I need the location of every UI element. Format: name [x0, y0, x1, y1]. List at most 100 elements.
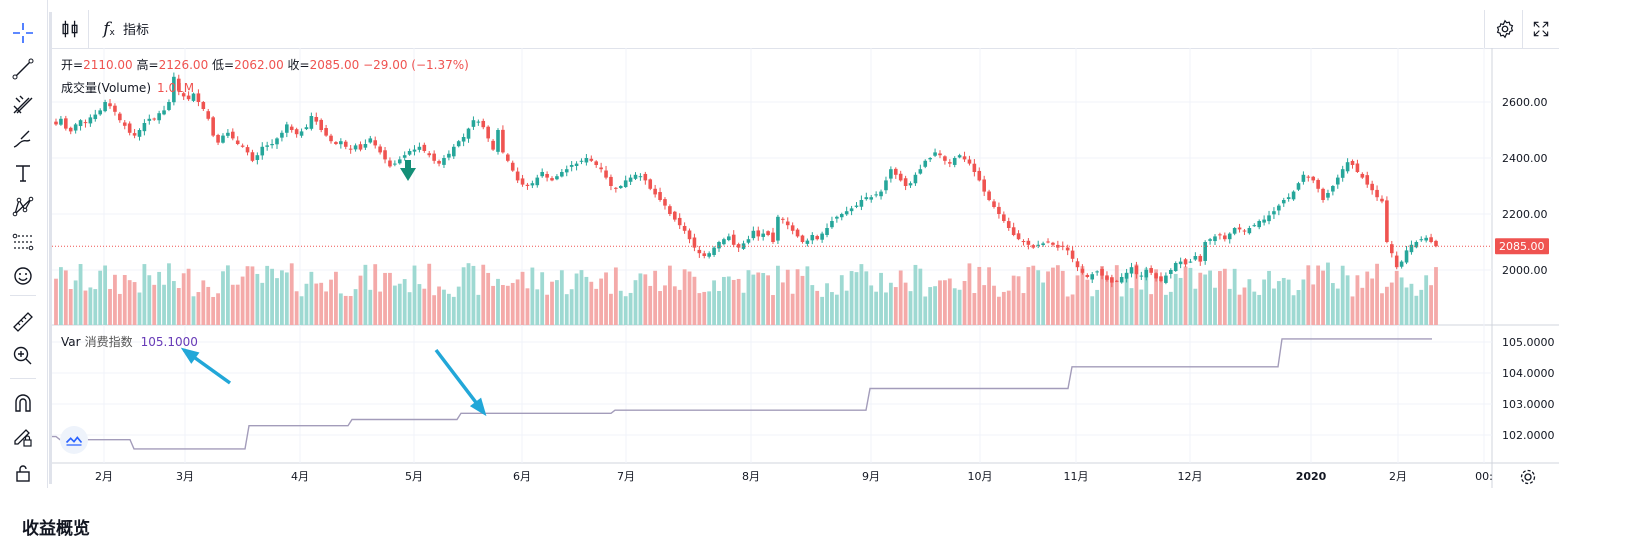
candle-body — [1218, 234, 1222, 236]
volume-bar — [810, 285, 815, 325]
volume-bar — [1109, 277, 1114, 325]
volume-bar — [186, 268, 191, 325]
volume-bar — [1257, 294, 1262, 325]
chart-canvas[interactable]: 2600.00 2400.00 2200.00 2000.00 105.0000 104.… — [52, 48, 1559, 488]
volume-bar — [604, 272, 608, 325]
candle-body — [790, 225, 795, 231]
toolbar-resize-handle[interactable] — [49, 12, 52, 484]
candle-body — [982, 179, 986, 192]
volume-bar — [383, 272, 387, 325]
candle-body — [348, 148, 353, 150]
volume-bar — [1330, 283, 1335, 325]
volume-bar — [594, 288, 599, 325]
candle-body — [869, 197, 874, 200]
unlock-icon[interactable] — [8, 458, 38, 488]
volume-bar — [992, 285, 996, 325]
candle-body — [864, 197, 869, 200]
volume-bar — [1316, 265, 1321, 325]
crosshair-icon[interactable] — [8, 18, 38, 48]
chart-logo-icon[interactable] — [60, 426, 88, 454]
volume-legend[interactable]: 成交量(Volume) 1.01M — [61, 79, 194, 96]
candle-body — [1164, 275, 1168, 283]
fib-icon[interactable] — [8, 227, 38, 257]
candle-body — [1060, 245, 1065, 247]
var-legend[interactable]: Var 消费指数 105.1000 — [61, 333, 198, 350]
volume-bar — [1168, 291, 1173, 325]
candle-body — [820, 233, 824, 240]
volume-bar — [299, 296, 304, 325]
candle-body — [412, 149, 417, 152]
pattern-icon[interactable] — [8, 192, 38, 222]
volume-bar — [1384, 286, 1389, 325]
volume-bar — [1100, 266, 1104, 325]
axes: 2600.00 2400.00 2200.00 2000.00 105.0000 104.… — [52, 96, 1555, 485]
volume-bar — [574, 273, 579, 325]
volume-bar — [1237, 294, 1242, 325]
volume-bar — [967, 263, 972, 325]
volume-bar — [466, 263, 471, 325]
volume-name: 成交量(Volume) — [61, 81, 151, 95]
settings-icon[interactable] — [1492, 16, 1518, 42]
volume-bar — [555, 280, 559, 325]
toolbar-divider — [10, 378, 36, 379]
volume-bar — [1090, 296, 1095, 325]
candle-body — [663, 199, 667, 206]
candle-body — [181, 93, 186, 97]
candle-body — [329, 135, 333, 142]
volume-bar — [392, 285, 397, 325]
indicators-button[interactable]: 指标 — [123, 23, 150, 38]
volume-bar — [923, 296, 928, 325]
candle-body — [692, 237, 697, 248]
magnet-icon[interactable] — [8, 388, 38, 418]
zoom-in-icon[interactable] — [8, 341, 38, 371]
volume-bar — [1159, 281, 1163, 325]
candle-body — [1144, 270, 1149, 278]
candle-body — [1301, 174, 1306, 182]
volume-bar — [216, 293, 220, 325]
fullscreen-icon[interactable] — [1528, 16, 1554, 42]
axis-settings-icon[interactable] — [1520, 469, 1536, 485]
volume-bar — [805, 266, 810, 325]
candle-body — [240, 145, 245, 147]
text-icon[interactable] — [8, 158, 38, 188]
volume-bar — [1051, 267, 1055, 325]
candles-icon[interactable] — [57, 16, 83, 42]
volume-bar — [844, 290, 849, 325]
volume-bar — [1276, 281, 1281, 325]
volume-bar — [1080, 266, 1085, 325]
candle-body — [1267, 215, 1271, 222]
volume-bar — [1311, 284, 1316, 325]
candle-body — [1291, 191, 1296, 200]
volume-bar — [1419, 289, 1424, 325]
gear-ring — [1520, 469, 1536, 485]
brush-icon[interactable] — [8, 124, 38, 154]
candle-body — [285, 124, 289, 133]
candle-body — [1178, 261, 1183, 265]
lock-pencil-icon[interactable] — [8, 422, 38, 452]
var-name: Var — [61, 335, 81, 349]
volume-bar — [1272, 288, 1276, 325]
pitchfork-icon[interactable] — [8, 89, 38, 119]
volume-bar — [830, 292, 834, 325]
trendline-icon[interactable] — [8, 54, 38, 84]
emoji-icon[interactable] — [8, 261, 38, 291]
candle-body — [103, 102, 107, 112]
time-tick-label: 2月 — [95, 470, 113, 483]
candle-body — [1065, 247, 1070, 251]
volume-bar — [98, 270, 103, 325]
candle-body — [761, 233, 765, 237]
volume-bar — [849, 271, 854, 325]
volume-bar — [751, 274, 756, 325]
candle-body — [59, 118, 63, 125]
volume-bar — [761, 273, 766, 325]
volume-bar — [1021, 293, 1026, 325]
candle-body — [569, 165, 574, 167]
ruler-icon[interactable] — [8, 307, 38, 337]
candle-body — [643, 173, 648, 181]
candle-body — [1223, 235, 1227, 240]
candle-body — [1183, 259, 1188, 265]
candle-body — [216, 134, 220, 143]
candle-body — [1434, 240, 1438, 247]
